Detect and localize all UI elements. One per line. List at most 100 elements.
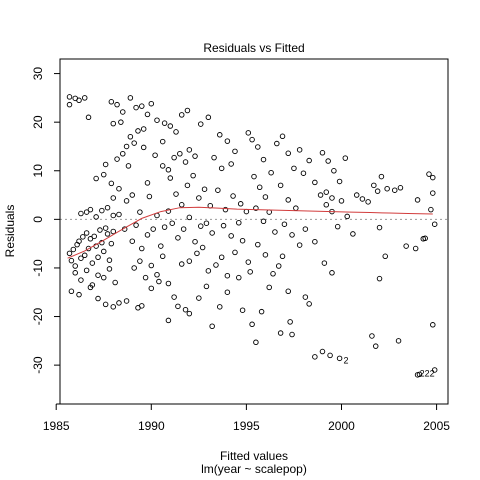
residual-point [395, 338, 402, 344]
residual-point [106, 266, 113, 272]
residual-point [262, 252, 269, 258]
residual-point [224, 138, 231, 144]
residual-point [125, 163, 132, 169]
residual-point [416, 371, 423, 378]
residual-point [80, 234, 86, 240]
residual-point [319, 348, 326, 355]
residual-point [201, 186, 208, 192]
residual-point [102, 225, 109, 231]
residual-point [148, 285, 155, 292]
residual-point [205, 114, 212, 121]
residual-point [91, 233, 97, 240]
residual-point [167, 175, 174, 181]
residual-point [342, 155, 349, 161]
residual-point [93, 175, 99, 182]
residual-point [302, 294, 309, 300]
residual-point [169, 220, 175, 226]
residual-point [72, 263, 78, 269]
residual-point [209, 323, 215, 330]
residual-point [239, 307, 246, 313]
residual-point [76, 238, 82, 244]
residual-point [431, 221, 438, 227]
model-formula-subtitle: lm(year ~ scalepop) [201, 462, 307, 476]
x-tick-label: 2000 [328, 419, 355, 433]
residual-point [245, 259, 252, 265]
residual-point [403, 243, 409, 249]
residual-point [211, 154, 217, 161]
residual-point [87, 206, 94, 213]
outlier-label: 2 [343, 355, 348, 365]
residual-point [152, 152, 158, 158]
residual-point [329, 195, 335, 201]
residual-point [260, 218, 267, 225]
residual-point [140, 144, 147, 151]
residual-point [161, 120, 168, 126]
residual-point [70, 246, 77, 253]
residual-point [431, 367, 438, 373]
residual-point [372, 343, 379, 349]
residual-point [148, 100, 155, 107]
residual-point [131, 265, 137, 271]
residual-point [197, 223, 204, 229]
y-tick-label: 0 [31, 216, 45, 223]
residual-point [245, 130, 252, 136]
residual-point [139, 245, 145, 252]
residual-point [272, 229, 278, 235]
residual-point [102, 161, 109, 168]
residual-point [150, 226, 156, 232]
residual-point [89, 260, 96, 266]
residual-point [131, 140, 137, 146]
smooth-trend-line [67, 206, 433, 259]
residual-point [285, 288, 291, 295]
residual-point [133, 104, 139, 111]
residual-point [203, 220, 210, 226]
residual-point [114, 156, 120, 162]
residual-point [228, 161, 234, 167]
residual-point [66, 94, 73, 100]
residual-point [165, 208, 172, 214]
x-tick-label: 1990 [138, 419, 165, 433]
residual-point [213, 262, 219, 268]
residual-point [236, 220, 242, 226]
residual-point [104, 231, 111, 237]
residual-point [66, 101, 73, 108]
residual-point [215, 187, 221, 193]
residual-point [178, 202, 185, 208]
residual-point [171, 154, 177, 161]
residual-points [66, 94, 438, 378]
residual-point [323, 202, 330, 208]
x-tick-label: 1995 [233, 419, 260, 433]
residual-point [66, 250, 73, 257]
y-tick-label: 30 [31, 67, 45, 81]
residual-point [182, 159, 189, 165]
residual-point [256, 184, 263, 191]
residual-point [171, 294, 177, 300]
residual-point [186, 310, 193, 317]
residual-point [376, 275, 383, 282]
residual-point [142, 274, 149, 281]
residual-point [218, 254, 225, 261]
residual-point [85, 245, 92, 252]
residual-point [120, 151, 126, 157]
residual-point [209, 230, 215, 236]
residual-point [205, 268, 212, 274]
residual-point [397, 185, 404, 191]
y-tick-label: 10 [31, 164, 45, 178]
residual-point [108, 99, 115, 105]
residual-point [102, 301, 109, 308]
residual-point [182, 306, 189, 313]
residual-point [374, 188, 381, 194]
residual-point [78, 277, 84, 283]
residual-point [190, 172, 196, 179]
residual-point [285, 150, 291, 157]
residual-point [116, 300, 122, 306]
residual-point [110, 195, 117, 201]
residual-point [224, 289, 231, 295]
residual-point [325, 158, 331, 164]
residual-point [289, 331, 295, 338]
residual-point [255, 144, 261, 150]
residual-point [177, 151, 183, 157]
residual-point [220, 222, 227, 229]
residual-point [197, 121, 204, 127]
